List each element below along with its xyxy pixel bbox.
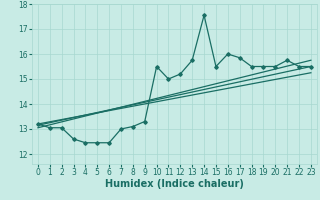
X-axis label: Humidex (Indice chaleur): Humidex (Indice chaleur) bbox=[105, 179, 244, 189]
